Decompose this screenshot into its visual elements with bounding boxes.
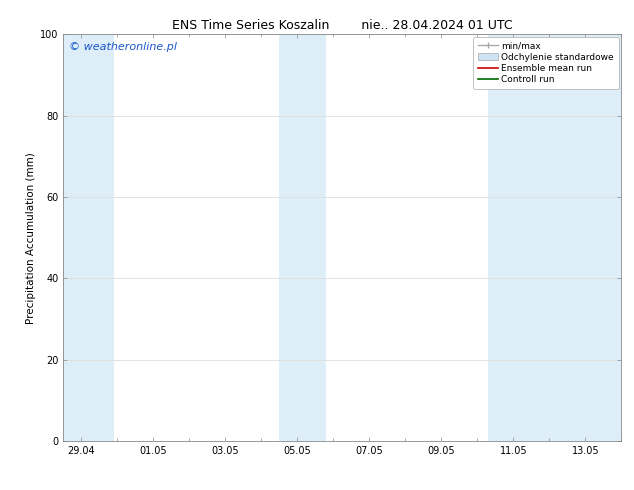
- Bar: [488, 34, 621, 441]
- Bar: [63, 34, 113, 441]
- Legend: min/max, Odchylenie standardowe, Ensemble mean run, Controll run: min/max, Odchylenie standardowe, Ensembl…: [474, 37, 619, 89]
- Text: © weatheronline.pl: © weatheronline.pl: [69, 43, 177, 52]
- Y-axis label: Precipitation Accumulation (mm): Precipitation Accumulation (mm): [26, 152, 36, 323]
- Bar: [280, 34, 326, 441]
- Title: ENS Time Series Koszalin        nie.. 28.04.2024 01 UTC: ENS Time Series Koszalin nie.. 28.04.202…: [172, 19, 513, 32]
